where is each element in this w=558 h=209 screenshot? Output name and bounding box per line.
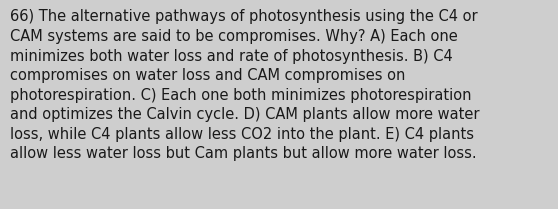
- Text: 66) The alternative pathways of photosynthesis using the C4 or
CAM systems are s: 66) The alternative pathways of photosyn…: [10, 9, 479, 161]
